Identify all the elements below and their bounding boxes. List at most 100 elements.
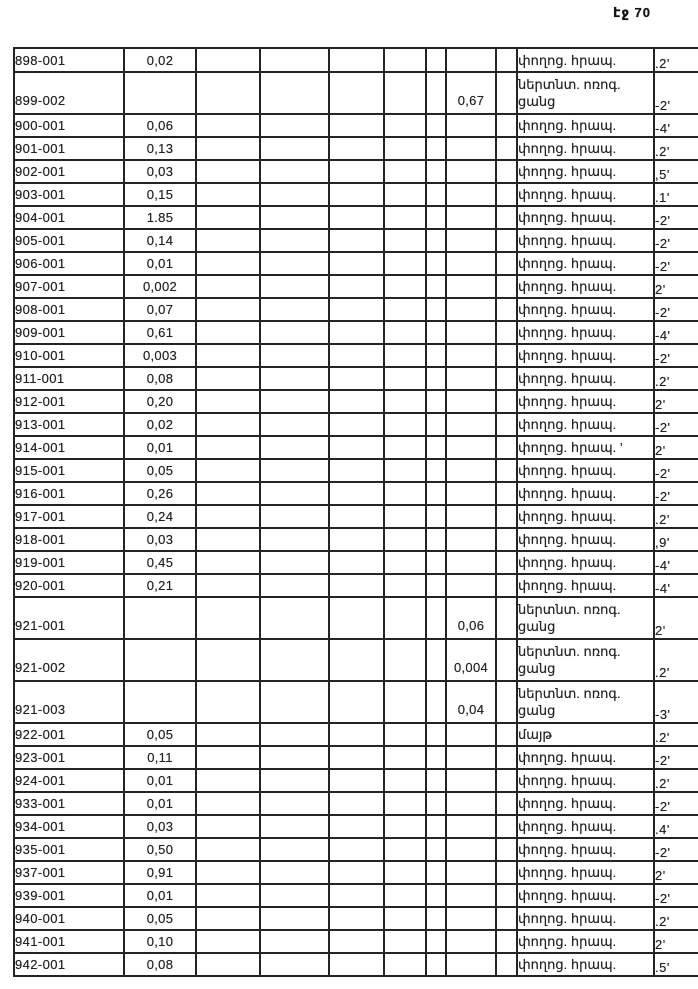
empty-cell <box>383 883 427 908</box>
value-cell: 0,01 <box>123 883 197 908</box>
category-text: փողոց. հրապ. <box>518 934 617 949</box>
empty-cell <box>383 320 427 345</box>
empty-cell <box>425 906 447 931</box>
empty-cell <box>383 228 427 253</box>
empty-cell <box>383 251 427 276</box>
empty-cell <box>195 412 261 437</box>
table-row: 904-001 1.85 փողոց. հրապ. -2' <box>13 205 698 230</box>
value-cell: 0,01 <box>123 768 197 793</box>
category-text: փողոց. հրապ. <box>518 819 617 834</box>
empty-cell <box>259 638 330 682</box>
empty-cell <box>328 182 385 207</box>
empty-cell <box>425 47 447 73</box>
category-text: փողոց. հրապ. <box>518 118 617 133</box>
margin-mark: -2' <box>653 837 698 862</box>
empty-cell <box>259 883 330 908</box>
value-cell: 0,01 <box>123 791 197 816</box>
empty-cell <box>425 860 447 885</box>
category-cell: փողոց. հրապ. <box>516 837 655 862</box>
row-id-cell: 914-001 <box>13 435 125 460</box>
category-text: ցանց <box>518 661 556 676</box>
category-text: փողոց. հրապ. <box>518 394 617 409</box>
margin-mark: 2' <box>653 596 698 640</box>
margin-mark: 2' <box>653 274 698 299</box>
empty-cell <box>328 274 385 299</box>
empty-cell <box>259 159 330 184</box>
margin-mark: .5' <box>653 952 698 977</box>
row-id-cell: 939-001 <box>13 883 125 908</box>
category-text: փողոց. հրապ. <box>518 486 617 501</box>
category-text: ներտնտ. ոռոգ. <box>518 644 621 659</box>
margin-mark: -2' <box>653 297 698 322</box>
category-cell: ներտնտ. ոռոգ. ցանց <box>516 680 655 724</box>
value-cell: 0,50 <box>123 837 197 862</box>
empty-cell <box>495 228 518 253</box>
empty-cell <box>328 136 385 161</box>
empty-cell <box>383 481 427 506</box>
table-row: 937-001 0,91 փողոց. հրապ. 2' <box>13 860 698 885</box>
row-id-cell: 898-001 <box>13 47 125 73</box>
row-id-cell: 918-001 <box>13 527 125 552</box>
row-id-cell: 933-001 <box>13 791 125 816</box>
empty-cell <box>495 504 518 529</box>
empty-cell <box>383 814 427 839</box>
empty-cell <box>495 343 518 368</box>
empty-cell <box>495 680 518 724</box>
empty-cell <box>195 366 261 391</box>
category-cell: փողոց. հրապ. <box>516 527 655 552</box>
value-cell: 0,03 <box>123 159 197 184</box>
category-cell: ներտնտ. ոռոգ. ցանց <box>516 596 655 640</box>
empty-cell <box>495 722 518 747</box>
category-cell: փողոց. հրապ. <box>516 412 655 437</box>
empty-cell <box>425 182 447 207</box>
table-row: 942-001 0,08 փողոց. հրապ. .5' <box>13 952 698 977</box>
empty-cell <box>195 860 261 885</box>
empty-cell <box>328 458 385 483</box>
table-row: 934-001 0,03 փողոց. հրապ. .4' <box>13 814 698 839</box>
empty-cell <box>383 596 427 640</box>
empty-cell <box>195 768 261 793</box>
category-cell: փողոց. հրապ. <box>516 113 655 138</box>
table-row: 911-001 0,08 փողոց. հրապ. .2' <box>13 366 698 391</box>
value-cell: 0,21 <box>123 573 197 598</box>
category-text: փողոց. հրապ. <box>518 325 617 340</box>
table-row: 903-001 0,15 փողոց. հրապ. .1' <box>13 182 698 207</box>
empty-cell <box>383 159 427 184</box>
row-id-cell: 920-001 <box>13 573 125 598</box>
value-cell: 0,14 <box>123 228 197 253</box>
empty-cell <box>259 136 330 161</box>
category-cell: փողոց. հրապ. <box>516 159 655 184</box>
category-cell: փողոց. հրապ. <box>516 320 655 345</box>
table-row: 916-001 0,26 փողոց. հրապ. -2' <box>13 481 698 506</box>
category-cell: փողոց. հրապ. <box>516 47 655 73</box>
page-number: էջ 70 <box>613 5 651 20</box>
empty-cell <box>259 47 330 73</box>
empty-cell <box>195 722 261 747</box>
empty-cell <box>259 722 330 747</box>
empty-cell <box>425 527 447 552</box>
table-row: 935-001 0,50 փողոց. հրապ. -2' <box>13 837 698 862</box>
empty-cell <box>495 883 518 908</box>
table-row: 908-001 0,07 փողոց. հրապ. -2' <box>13 297 698 322</box>
margin-mark: .2' <box>653 638 698 682</box>
empty-cell <box>259 527 330 552</box>
category-text: ցանց <box>518 94 556 109</box>
empty-cell <box>259 745 330 770</box>
empty-cell <box>195 228 261 253</box>
table-row: 912-001 0,20 փողոց. հրապ. 2' <box>13 389 698 414</box>
category-cell: փողոց. հրապ. <box>516 136 655 161</box>
row-id-cell: 915-001 <box>13 458 125 483</box>
row-id-cell: 908-001 <box>13 297 125 322</box>
empty-cell <box>328 929 385 954</box>
secondary-value-cell <box>445 320 497 345</box>
secondary-value-cell <box>445 182 497 207</box>
category-cell: փողոց. հրապ. <box>516 550 655 575</box>
row-id-cell: 910-001 <box>13 343 125 368</box>
category-cell: փողոց. հրապ. <box>516 251 655 276</box>
row-id-cell: 942-001 <box>13 952 125 977</box>
secondary-value-cell: 0,06 <box>445 596 497 640</box>
empty-cell <box>425 814 447 839</box>
category-cell: փողոց. հրապ. <box>516 906 655 931</box>
category-text: փողոց. հրապ. <box>518 509 617 524</box>
empty-cell <box>425 389 447 414</box>
